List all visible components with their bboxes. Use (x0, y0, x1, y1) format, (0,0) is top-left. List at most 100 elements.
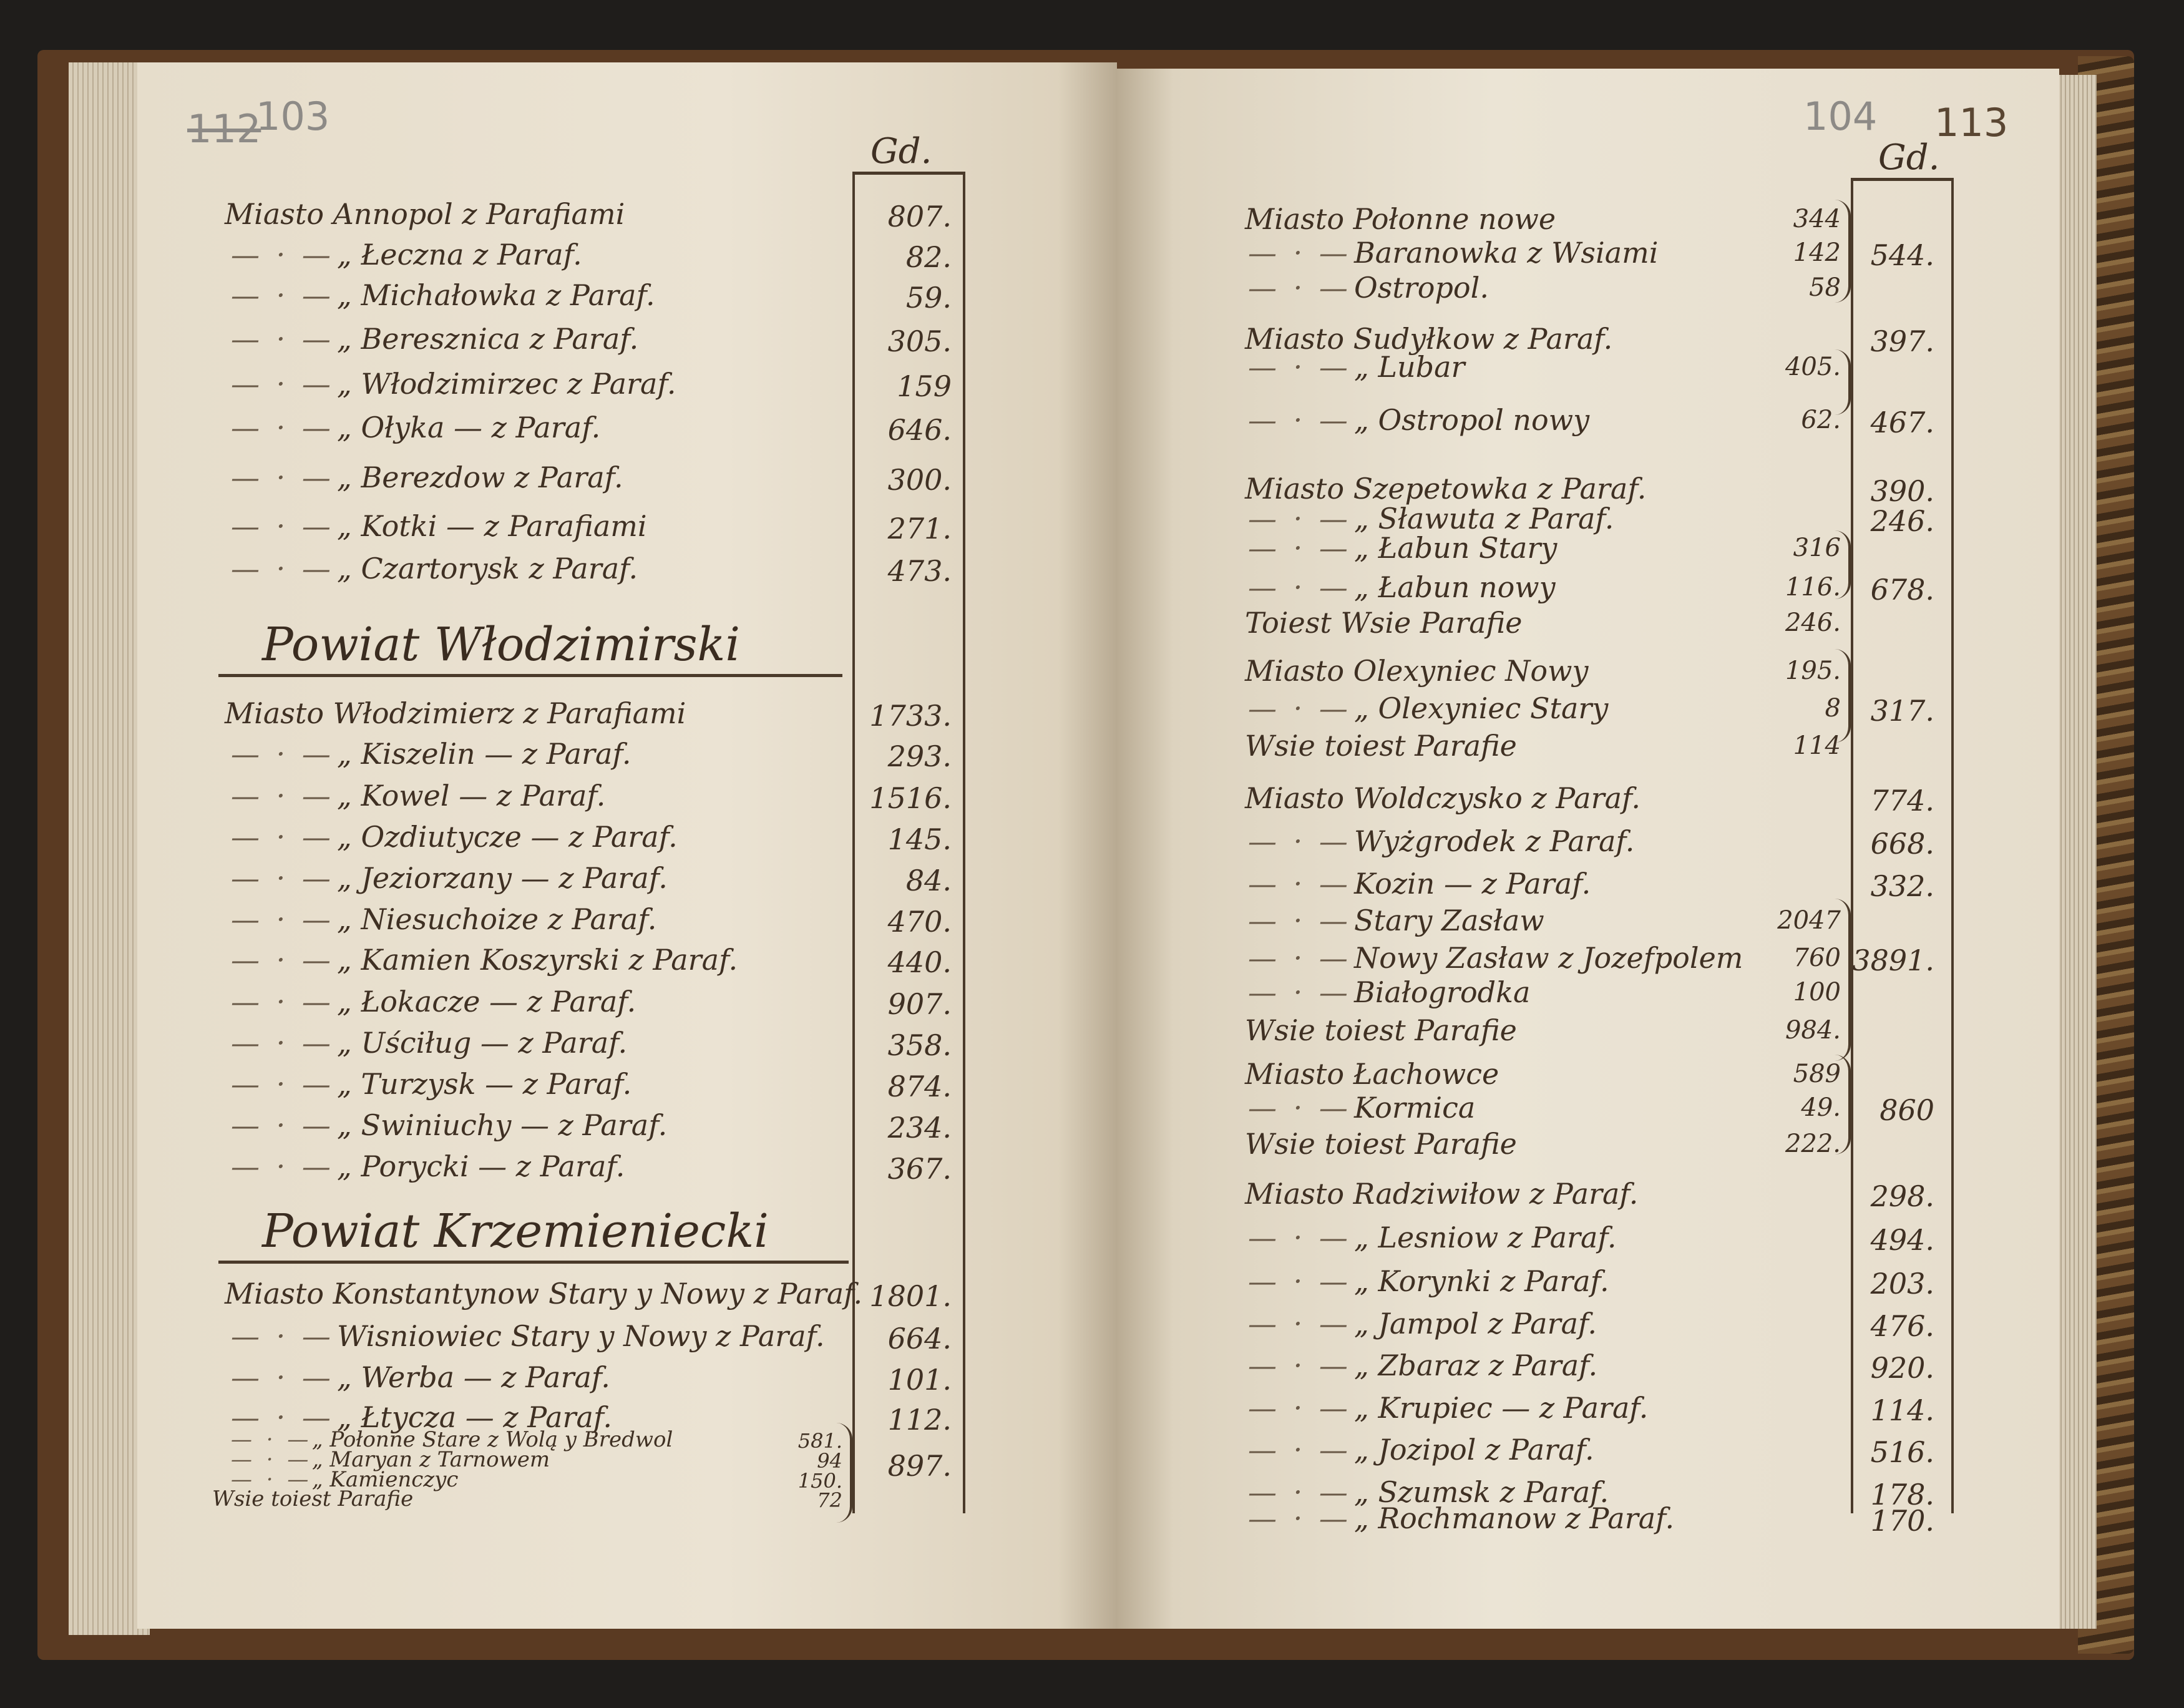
entry-value: 774. (1870, 784, 1934, 817)
entry-value: 300. (887, 463, 952, 497)
leader-dashes: — · — (1248, 403, 1352, 437)
entry-subtotal: 94 (817, 1449, 842, 1473)
entry-label: Wyżgrodek z Paraf. (1354, 824, 1635, 858)
entry-subtotal: 344 (1793, 205, 1841, 233)
entry-label: „ Ostropol nowy (1354, 403, 1590, 437)
leader-dashes: — · — (1248, 1501, 1352, 1535)
entry-value: 84. (905, 864, 952, 897)
entry-value: 367. (887, 1152, 952, 1186)
leader-dashes: — · — (1248, 502, 1352, 535)
left-page-edges (69, 62, 150, 1635)
leader-dashes: — · — (231, 552, 334, 585)
bracket (1835, 649, 1851, 743)
heading-underline (218, 1261, 849, 1264)
entry-value: 1801. (869, 1279, 952, 1313)
leader-dashes: — · — (231, 902, 334, 936)
leader-dashes: — · — (1248, 1475, 1352, 1509)
entry-subtotal: 2047 (1777, 906, 1841, 935)
entry-label: Miasto Szepetowka z Paraf. (1245, 472, 1647, 505)
leader-dashes: — · — (231, 509, 334, 543)
leader-dashes: — · — (231, 779, 334, 813)
leader-dashes: — · — (231, 943, 334, 977)
leader-dashes: — · — (231, 1400, 334, 1434)
entry-value: 516. (1870, 1435, 1934, 1469)
leader-dashes: — · — (231, 1427, 313, 1452)
entry-label: Miasto Połonne nowe (1245, 202, 1556, 236)
entry-value: 440. (887, 945, 952, 979)
entry-label: „ Kowel — z Paraf. (337, 779, 606, 813)
entry-value: 907. (887, 987, 952, 1021)
entry-value: 646. (887, 413, 952, 447)
leader-dashes: — · — (1248, 867, 1352, 900)
entry-label: „ Turzysk — z Paraf. (337, 1067, 632, 1101)
entry-value: 664. (887, 1322, 952, 1355)
entry-value: 390. (1870, 474, 1934, 508)
entry-value: 467. (1870, 406, 1934, 439)
entry-label: „ Kamien Koszyrski z Paraf. (337, 943, 738, 977)
entry-value: 101. (887, 1363, 952, 1397)
entry-value: 145. (887, 822, 952, 856)
entry-subtotal: 760 (1793, 944, 1841, 972)
entry-label: „ Ozdiutycze — z Paraf. (337, 820, 678, 854)
leader-dashes: — · — (231, 1447, 313, 1472)
entry-label: Wsie toiest Parafie (212, 1486, 414, 1511)
right-column-rule (1851, 178, 1853, 1513)
bracket (1835, 899, 1851, 1061)
entry-subtotal: 246. (1785, 608, 1841, 637)
leader-dashes: — · — (1248, 904, 1352, 937)
leader-dashes: — · — (231, 1319, 334, 1353)
entry-label: „ Połonne Stare z Wolą y Bredwol (312, 1427, 673, 1452)
entry-value: 358. (887, 1028, 952, 1062)
right-column-top-rule (1851, 178, 1954, 181)
entry-label: „ Berezdow z Paraf. (337, 461, 623, 494)
leader-dashes: — · — (1248, 350, 1352, 384)
leader-dashes: — · — (231, 820, 334, 854)
leader-dashes: — · — (1248, 941, 1352, 975)
entry-value: 920. (1870, 1351, 1934, 1385)
right-page-edges (2053, 75, 2097, 1629)
leader-dashes: — · — (231, 411, 334, 444)
left-column-rule (852, 172, 855, 1513)
entry-value: 494. (1870, 1223, 1934, 1257)
section-heading: Powiat Krzemieniecki (262, 1204, 769, 1258)
entry-label: „ Szumsk z Paraf. (1354, 1475, 1609, 1509)
entry-label: „ Korynki z Paraf. (1354, 1264, 1609, 1298)
bracket (836, 1423, 852, 1523)
entry-value: 874. (887, 1070, 952, 1103)
leader-dashes: — · — (231, 1360, 334, 1394)
entry-label: „ Maryan z Tarnowem (312, 1447, 550, 1472)
entry-label: Kormica (1354, 1091, 1476, 1125)
entry-label: „ Łabun nowy (1354, 570, 1556, 604)
entry-value: 332. (1870, 869, 1934, 903)
entry-label: „ Ołyka — z Paraf. (337, 411, 601, 444)
leader-dashes: — · — (1248, 1221, 1352, 1254)
entry-subtotal: 222. (1785, 1130, 1841, 1158)
leader-dashes: — · — (231, 861, 334, 895)
entry-label: Wsie toiest Parafie (1245, 1013, 1517, 1047)
entry-label: Miasto Olexyniec Nowy (1245, 654, 1589, 688)
entry-value: 476. (1870, 1309, 1934, 1343)
entry-subtotal: 984. (1785, 1016, 1841, 1045)
leader-dashes: — · — (231, 1108, 334, 1142)
entry-label: Ostropol. (1354, 271, 1489, 305)
entry-label: „ Kotki — z Parafiami (337, 509, 647, 543)
entry-value: 114. (1870, 1393, 1934, 1427)
entry-subtotal: 195. (1785, 656, 1841, 685)
entry-label: Wisniowiec Stary y Nowy z Paraf. (337, 1319, 825, 1353)
entry-subtotal: 150. (797, 1469, 842, 1493)
entry-subtotal: 116. (1785, 573, 1841, 602)
leader-dashes: — · — (231, 278, 334, 312)
entry-value: 3891. (1852, 944, 1934, 977)
entry-label: „ Jozipol z Paraf. (1354, 1433, 1594, 1466)
leader-dashes: — · — (231, 238, 334, 271)
entry-label: „ Lubar (1354, 350, 1465, 384)
leader-dashes: — · — (231, 367, 334, 401)
leader-dashes: — · — (1248, 236, 1352, 270)
entry-value: 112. (887, 1403, 952, 1437)
entry-value: 203. (1870, 1267, 1934, 1301)
entry-label: Nowy Zasław z Jozefpolem (1354, 941, 1743, 975)
entry-value: 473. (887, 554, 952, 588)
left-column-header: Gd. (870, 131, 932, 172)
leader-dashes: — · — (231, 461, 334, 494)
bracket (1835, 1055, 1851, 1154)
